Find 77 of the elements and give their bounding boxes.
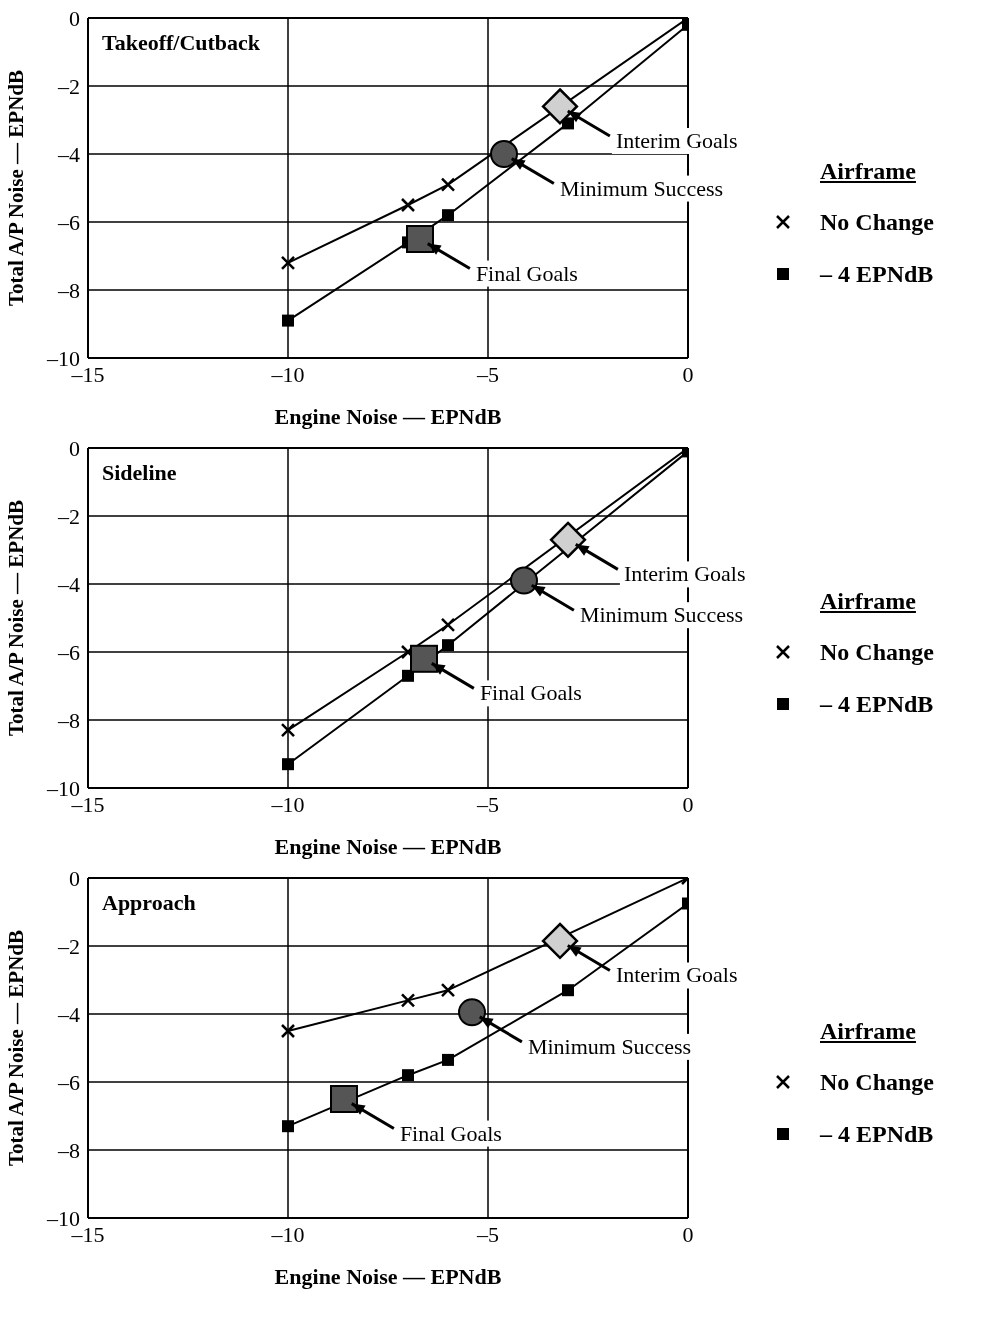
legend-label: No Change xyxy=(820,638,935,666)
legend-label: No Change xyxy=(820,208,935,236)
point xyxy=(442,209,454,222)
annotation: Minimum Success xyxy=(527,1033,692,1059)
annotation: Final Goals xyxy=(399,1120,502,1146)
x-axis-title: Engine Noise — EPNdB xyxy=(274,834,502,859)
point xyxy=(402,669,414,682)
x-axis-title: Engine Noise — EPNdB xyxy=(274,1264,502,1289)
point xyxy=(490,140,518,168)
annotation: Interim Goals xyxy=(615,127,738,153)
legend-title: Airframe xyxy=(820,1018,917,1045)
point xyxy=(280,1023,296,1039)
y-tick-label: –4 xyxy=(57,571,80,597)
x-tick-label: –10 xyxy=(270,1221,305,1247)
y-tick-label: –2 xyxy=(57,933,80,959)
point xyxy=(406,225,434,253)
point xyxy=(442,1053,454,1066)
x-tick-label: 0 xyxy=(682,361,694,387)
legend-label: – 4 EPNdB xyxy=(820,1120,934,1148)
text: Approach xyxy=(102,890,196,915)
x-tick-label: 0 xyxy=(682,791,694,817)
y-tick-label: –6 xyxy=(57,639,80,665)
point xyxy=(282,314,294,327)
y-tick-label: –8 xyxy=(57,277,80,303)
y-axis-title: Total A/P Noise — EPNdB xyxy=(4,499,29,737)
legend-title: Airframe xyxy=(820,158,917,185)
point xyxy=(549,521,587,558)
point xyxy=(541,922,579,960)
legend-label: No Change xyxy=(820,1068,935,1096)
legend-title: Airframe xyxy=(820,588,917,615)
point xyxy=(282,1120,294,1133)
y-tick-label: –8 xyxy=(57,707,80,733)
point xyxy=(440,177,456,192)
y-tick-label: 0 xyxy=(69,5,80,31)
y-axis-title: Total A/P Noise — EPNdB xyxy=(4,929,29,1167)
annotation: Final Goals xyxy=(475,260,578,286)
point xyxy=(562,984,574,997)
annotation: Minimum Success xyxy=(559,175,724,201)
point xyxy=(510,566,538,595)
y-tick-label: –2 xyxy=(57,503,80,529)
point xyxy=(400,993,416,1008)
y-tick-label: –2 xyxy=(57,73,80,99)
point xyxy=(440,982,456,998)
annotation: Interim Goals xyxy=(615,962,738,988)
point xyxy=(402,1069,414,1082)
annotation: Final Goals xyxy=(479,680,582,706)
y-tick-label: 0 xyxy=(69,865,80,891)
y-tick-label: –8 xyxy=(57,1137,80,1163)
point xyxy=(280,722,296,738)
text: Takeoff/Cutback xyxy=(102,30,261,55)
point xyxy=(440,617,456,633)
point xyxy=(400,197,416,213)
text: Sideline xyxy=(102,460,177,485)
point xyxy=(330,1085,358,1113)
point xyxy=(282,758,294,771)
x-tick-label: 0 xyxy=(682,1221,694,1247)
point xyxy=(280,255,296,271)
y-tick-label: –6 xyxy=(57,209,80,235)
point xyxy=(541,88,579,125)
x-tick-label: –10 xyxy=(270,791,305,817)
legend-label: – 4 EPNdB xyxy=(820,690,934,718)
point xyxy=(458,998,486,1027)
annotation: Interim Goals xyxy=(623,561,746,587)
annotation: Minimum Success xyxy=(579,602,744,628)
y-axis-title: Total A/P Noise — EPNdB xyxy=(4,69,29,307)
point xyxy=(410,644,438,673)
legend-label: – 4 EPNdB xyxy=(820,260,934,288)
x-tick-label: –5 xyxy=(476,1221,499,1247)
x-tick-label: –10 xyxy=(270,361,305,387)
x-tick-label: –5 xyxy=(476,361,499,387)
x-tick-label: –5 xyxy=(476,791,499,817)
y-tick-label: –4 xyxy=(57,141,80,167)
x-axis-title: Engine Noise — EPNdB xyxy=(274,404,502,429)
y-tick-label: –6 xyxy=(57,1069,80,1095)
y-tick-label: –4 xyxy=(57,1001,80,1027)
point xyxy=(442,639,454,652)
y-tick-label: 0 xyxy=(69,435,80,461)
